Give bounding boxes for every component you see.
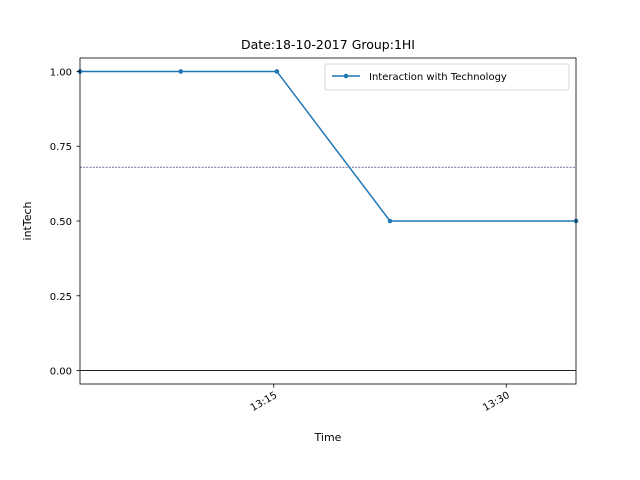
y-tick-label: 0.25 [50,292,72,303]
y-tick-label: 0.50 [50,217,72,228]
y-axis: 0.00 0.25 0.50 0.75 1.00 [50,67,80,378]
y-tick-label: 0.00 [50,367,72,378]
data-point [387,218,393,224]
y-axis-label: intTech [21,201,34,240]
legend-marker [343,73,349,79]
y-tick-label: 1.00 [50,67,72,78]
x-axis-label: Time [314,431,342,444]
y-tick-label: 0.75 [50,142,72,153]
legend: Interaction with Technology [324,63,570,91]
legend-label: Interaction with Technology [369,72,507,83]
chart-title: Date:18-10-2017 Group:1HI [241,37,415,52]
data-point [178,69,184,74]
legend-box [324,63,570,91]
data-point [274,69,280,74]
